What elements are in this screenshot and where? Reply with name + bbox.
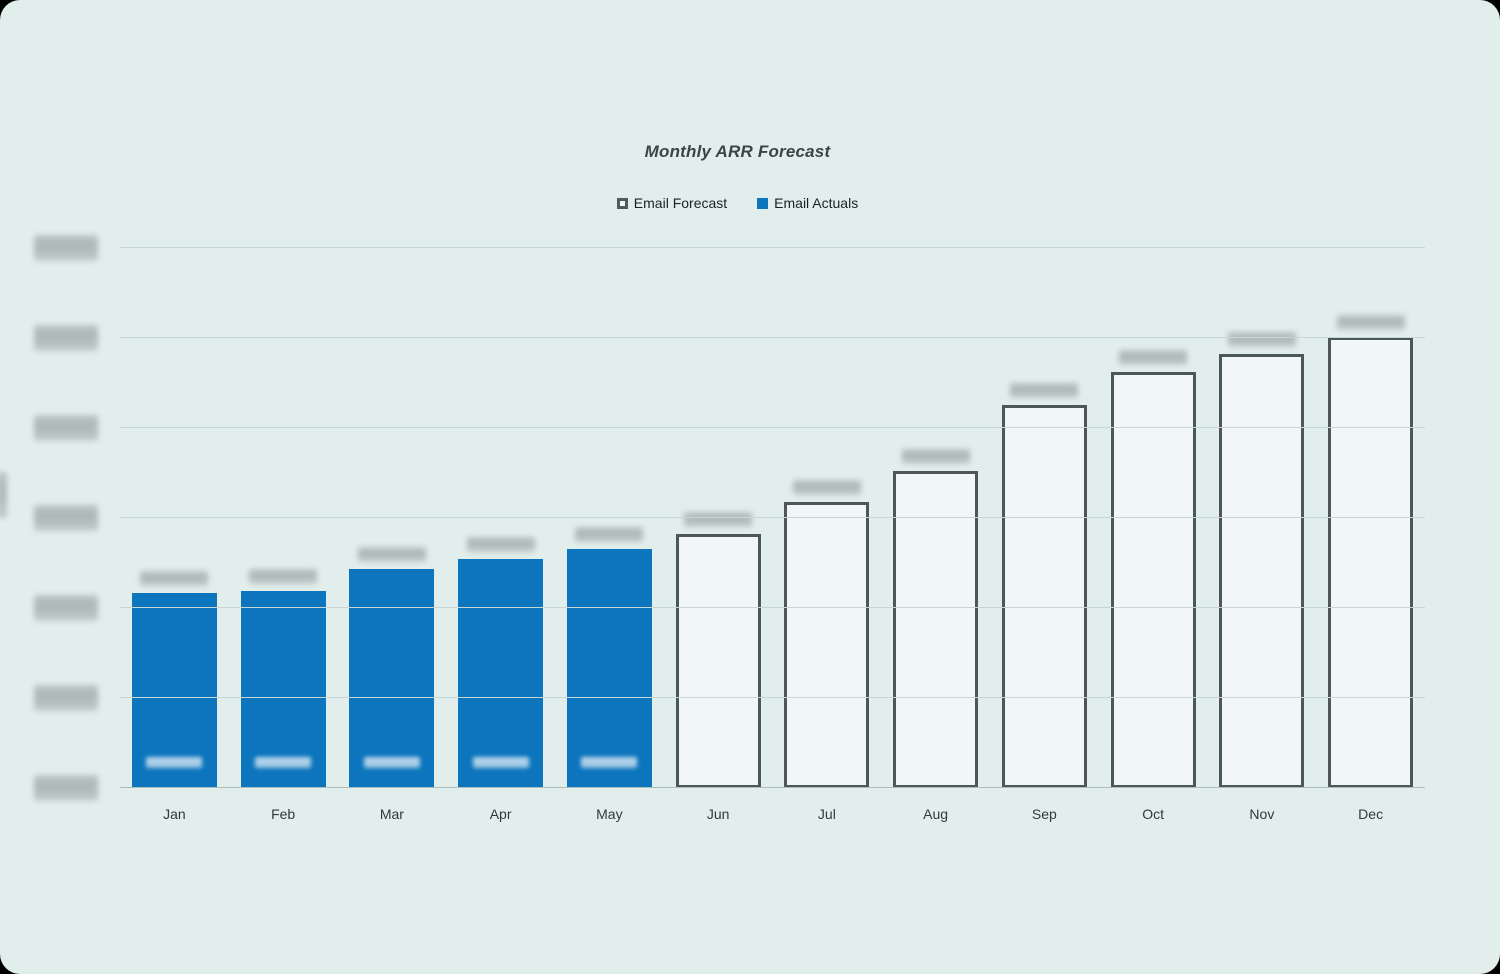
x-axis-label-sep: Sep	[1031, 806, 1057, 822]
bar-group-aug: Aug	[881, 248, 990, 822]
legend-label-actuals: Email Actuals	[774, 195, 859, 211]
chart-legend: Email Forecast Email Actuals	[120, 195, 1355, 211]
forecast-bar-nov[interactable]	[1219, 354, 1305, 788]
gridline	[120, 607, 1425, 608]
bar-value-label-redacted	[140, 570, 209, 586]
x-axis-label-feb: Feb	[271, 806, 296, 822]
legend-item-forecast[interactable]: Email Forecast	[616, 195, 728, 211]
y-axis-tick-label-redacted	[34, 325, 98, 351]
forecast-swatch-icon	[616, 197, 628, 209]
x-axis-label-may: May	[596, 806, 623, 822]
x-axis-label-apr: Apr	[489, 806, 512, 822]
gridline	[120, 427, 1425, 428]
gridline	[120, 697, 1425, 698]
bar-value-label-redacted	[792, 479, 861, 495]
bar-value-label-redacted	[1119, 350, 1188, 366]
bar-group-jul: Jul	[773, 248, 882, 822]
x-axis-label-oct: Oct	[1142, 806, 1165, 822]
y-axis-tick-label-redacted	[34, 775, 98, 801]
bar-group-sep: Sep	[990, 248, 1099, 822]
y-axis-tick-label-redacted	[34, 505, 98, 531]
bar-value-label-redacted	[1227, 332, 1296, 348]
bar-value-label-redacted	[1010, 382, 1079, 398]
forecast-bar-dec[interactable]	[1328, 337, 1414, 788]
forecast-bar-jul[interactable]	[784, 501, 870, 788]
plot-area: Jan Feb Mar Apr May Jun Jul Aug Sep Oct Nov Dec	[120, 247, 1425, 822]
bar-group-mar: Mar	[338, 248, 447, 822]
x-axis-label-jul: Jul	[817, 806, 836, 822]
bar-group-nov: Nov	[1208, 248, 1317, 822]
inbar-value-label-redacted	[146, 757, 203, 768]
bar-value-label-redacted	[901, 449, 970, 465]
y-axis-tick-label-redacted	[34, 685, 98, 711]
gridline	[120, 517, 1425, 518]
bars-container: Jan Feb Mar Apr May Jun Jul Aug Sep Oct Nov Dec	[120, 248, 1425, 822]
bar-value-label-redacted	[684, 512, 753, 528]
gridline	[120, 337, 1425, 338]
actuals-bar-jan[interactable]	[131, 592, 217, 788]
forecast-bar-aug[interactable]	[893, 471, 979, 788]
bar-value-label-redacted	[1336, 315, 1405, 331]
actuals-swatch-icon	[757, 197, 769, 209]
inbar-value-label-redacted	[472, 757, 529, 768]
bar-group-apr: Apr	[446, 248, 555, 822]
inbar-value-label-redacted	[255, 757, 312, 768]
bar-value-label-redacted	[575, 526, 644, 542]
inbar-value-label-redacted	[363, 757, 420, 768]
x-axis-label-dec: Dec	[1358, 806, 1384, 822]
y-axis-tick-label-redacted	[34, 415, 98, 441]
bar-group-dec: Dec	[1316, 248, 1425, 822]
bar-value-label-redacted	[249, 568, 318, 584]
actuals-bar-mar[interactable]	[349, 569, 435, 788]
actuals-bar-may[interactable]	[566, 548, 652, 788]
actuals-bar-feb[interactable]	[240, 590, 326, 788]
legend-label-forecast: Email Forecast	[633, 195, 728, 211]
bar-group-jun: Jun	[664, 248, 773, 822]
y-axis-labels	[34, 235, 106, 801]
gridline	[120, 247, 1425, 248]
x-axis-label-mar: Mar	[379, 806, 404, 822]
forecast-bar-sep[interactable]	[1001, 404, 1087, 788]
x-axis-label-jan: Jan	[163, 806, 186, 822]
forecast-bar-oct[interactable]	[1110, 372, 1196, 788]
x-axis-label-jun: Jun	[706, 806, 730, 822]
bar-value-label-redacted	[357, 547, 426, 563]
x-axis-label-nov: Nov	[1249, 806, 1275, 822]
x-axis-line	[120, 787, 1425, 788]
bar-group-jan: Jan	[120, 248, 229, 822]
chart-title[interactable]: Monthly ARR Forecast	[644, 142, 831, 161]
bar-group-may: May	[555, 248, 664, 822]
y-axis-tick-label-redacted	[34, 235, 98, 261]
y-axis-title-redacted	[0, 472, 7, 518]
y-axis-tick-label-redacted	[34, 595, 98, 621]
forecast-bar-jun[interactable]	[675, 534, 761, 788]
bar-group-feb: Feb	[229, 248, 338, 822]
x-axis-label-aug: Aug	[923, 806, 949, 822]
bar-group-oct: Oct	[1099, 248, 1208, 822]
legend-item-actuals[interactable]: Email Actuals	[757, 195, 858, 211]
bar-value-label-redacted	[466, 537, 535, 553]
actuals-bar-apr[interactable]	[458, 559, 544, 788]
inbar-value-label-redacted	[581, 757, 638, 768]
